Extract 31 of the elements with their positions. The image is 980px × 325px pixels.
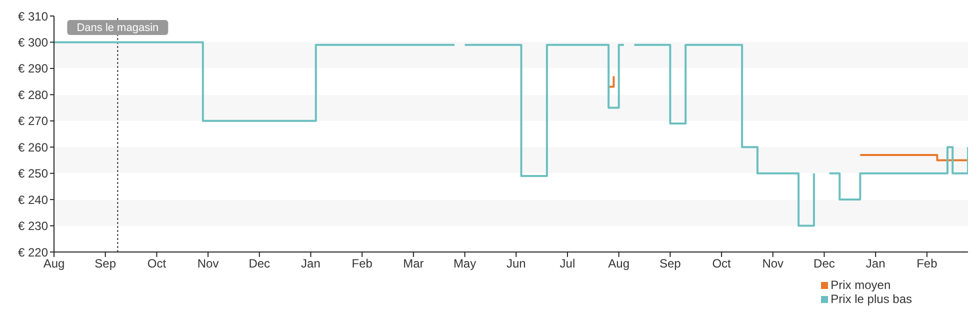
annotation: Dans le magasin	[76, 22, 159, 34]
y-tick-label: € 230	[18, 219, 48, 234]
x-tick-label: Feb	[916, 256, 938, 271]
y-tick-label: € 280	[18, 88, 48, 102]
x-tick-label: Sep	[660, 256, 682, 271]
x-tick-label: Feb	[352, 256, 373, 271]
y-tick-label: € 220	[18, 245, 48, 260]
x-tick-label: Mar	[403, 256, 424, 271]
x-tick-label: Oct	[147, 256, 167, 271]
x-tick-label: Dec	[248, 256, 270, 271]
x-tick-label: May	[453, 256, 476, 271]
x-tick-label: Aug	[43, 256, 65, 271]
x-tick-label: Aug	[608, 256, 630, 271]
x-tick-label: Nov	[197, 256, 219, 271]
y-tick-label: € 270	[18, 114, 48, 128]
x-tick-label: Oct	[712, 256, 732, 271]
legend-label: Prix le plus bas	[830, 292, 912, 306]
y-tick-label: € 300	[18, 35, 48, 50]
x-tick-label: Sep	[94, 256, 116, 271]
x-tick-label: Jan	[301, 256, 320, 271]
y-tick-label: € 250	[18, 166, 48, 181]
legend-label: Prix moyen	[830, 278, 891, 292]
y-tick-label: € 290	[18, 62, 48, 76]
y-tick-label: € 310	[18, 9, 48, 24]
x-tick-label: Jul	[560, 256, 576, 271]
x-tick-label: Jun	[506, 256, 526, 271]
x-tick-label: Nov	[762, 256, 784, 271]
x-tick-label: Jan	[866, 256, 886, 271]
x-tick-label: Dec	[814, 256, 835, 271]
y-tick-label: € 240	[18, 192, 48, 207]
y-tick-label: € 260	[18, 140, 48, 154]
